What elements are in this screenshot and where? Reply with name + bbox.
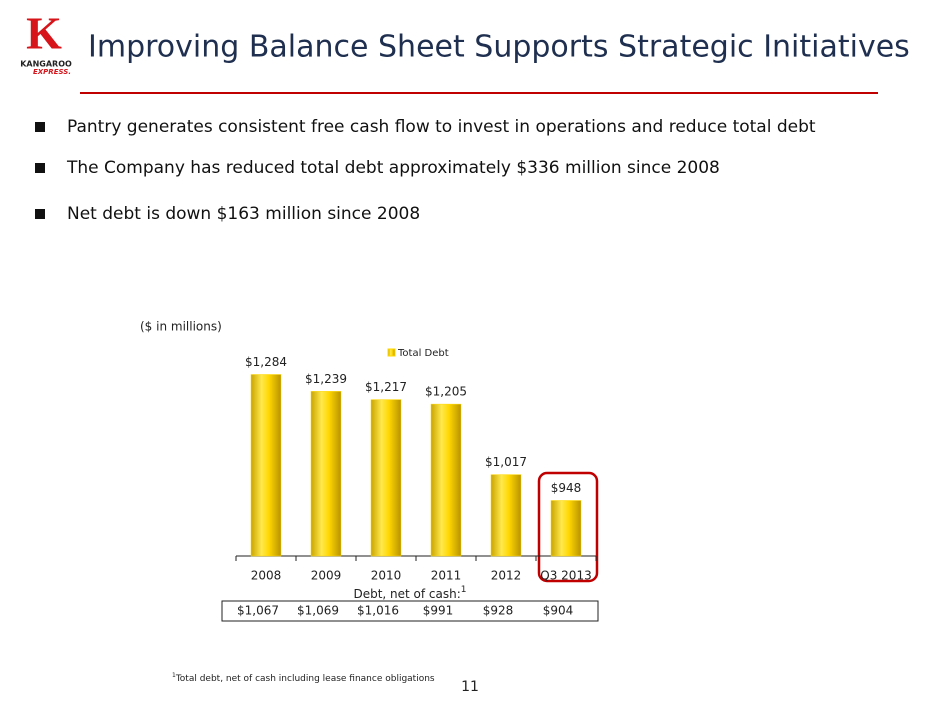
net-debt-box [221, 600, 599, 622]
title: Improving Balance Sheet Supports Strateg… [88, 30, 910, 65]
logo-text: KANGAROO [20, 60, 72, 69]
value-label: $1,239 [305, 372, 347, 386]
value-label: $1,284 [245, 355, 287, 369]
net-debt-value: $991 [423, 604, 454, 618]
unit-note: ($ in millions) [140, 320, 222, 334]
x-tick-label: 2011 [431, 569, 462, 583]
legend-label: Total Debt [397, 348, 449, 359]
page-number: 11 [461, 679, 479, 695]
bullet-text: Pantry generates consistent free cash fl… [67, 117, 816, 137]
x-tick-label: 2012 [491, 569, 522, 583]
logo-letter: K [26, 8, 62, 59]
net-debt-value: $1,069 [297, 604, 339, 618]
bullet-marker [35, 122, 45, 132]
bullet-marker [35, 163, 45, 173]
net-debt-value: $1,016 [357, 604, 399, 618]
net-debt-value: $928 [483, 604, 514, 618]
bullet-text: The Company has reduced total debt appro… [66, 158, 720, 178]
logo-text: EXPRESS. [33, 68, 71, 76]
logo: K KANGAROO EXPRESS. [20, 8, 72, 76]
bar [490, 474, 522, 557]
bullet-text: Net debt is down $163 million since 2008 [67, 204, 420, 224]
bar [370, 399, 402, 557]
net-debt-value: $1,067 [237, 604, 279, 618]
highlight [537, 471, 599, 583]
bullets: Pantry generates consistent free cash fl… [35, 117, 816, 224]
legend-swatch [387, 348, 396, 357]
value-label: $1,017 [485, 455, 527, 469]
x-tick-label: 2008 [251, 569, 282, 583]
footnote: 1Total debt, net of cash including lease… [172, 672, 435, 684]
x-tick-label: Q3 2013 [540, 569, 591, 583]
x-tick-label: 2010 [371, 569, 402, 583]
x-tick-label: 2009 [311, 569, 342, 583]
bar [250, 374, 282, 557]
bar [550, 500, 582, 557]
value-label: $1,217 [365, 380, 407, 394]
value-label: $948 [551, 481, 582, 495]
net-debt-value: $904 [543, 604, 574, 618]
bullet-marker [35, 209, 45, 219]
value-label: $1,205 [425, 385, 467, 399]
net-debt-label: Debt, net of cash:1 [353, 585, 466, 601]
bar [310, 391, 342, 557]
bar [430, 403, 462, 557]
